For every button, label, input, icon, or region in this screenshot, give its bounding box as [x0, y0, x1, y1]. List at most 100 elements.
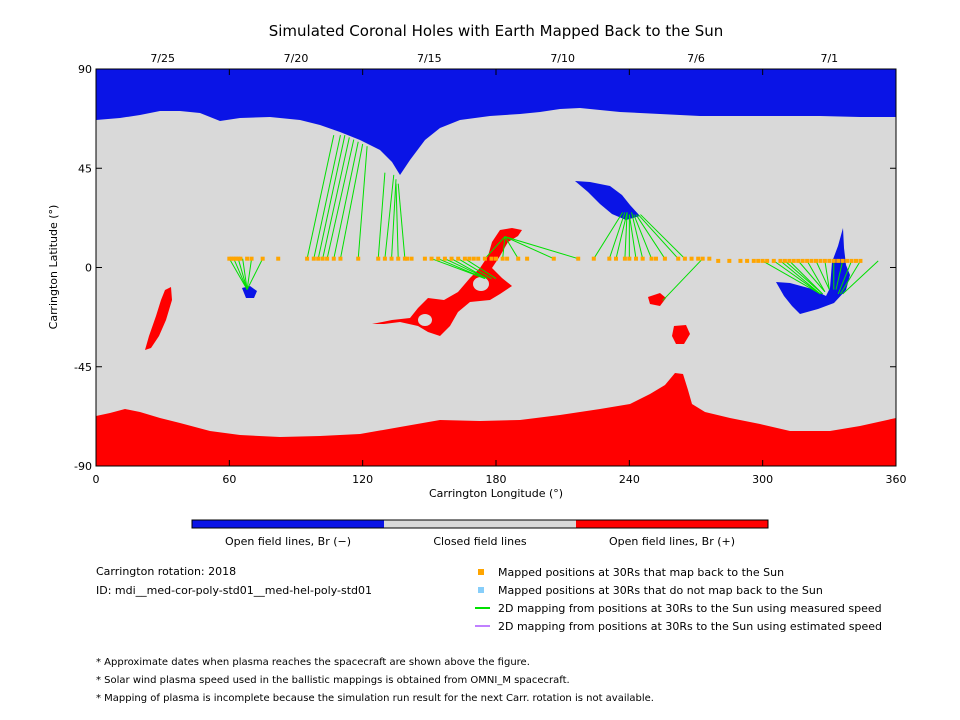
mapping-line — [624, 212, 628, 259]
mapped-point — [696, 256, 701, 261]
date-tick-label: 7/25 — [150, 52, 175, 65]
y-tick-label: 45 — [78, 162, 92, 175]
mapped-point — [814, 258, 818, 263]
mapping-line — [504, 236, 579, 260]
mapped-point — [760, 258, 765, 263]
colorbar-label-positive: Open field lines, Br (+) — [609, 535, 735, 548]
mapped-point — [316, 256, 321, 261]
mapping-line — [824, 260, 830, 290]
y-tick-label: -45 — [74, 361, 92, 374]
mapped-point — [849, 258, 854, 263]
date-tick-label: 7/1 — [820, 52, 838, 65]
mapped-point — [516, 256, 521, 261]
mapped-point — [845, 258, 850, 263]
mapped-point — [276, 256, 281, 261]
mapped-point — [727, 258, 732, 263]
mapped-point — [476, 256, 481, 261]
y-axis-ticks: 90 45 0 -45 -90 — [74, 63, 896, 473]
mapped-point — [836, 258, 841, 263]
positive-coronal-hole-4 — [672, 325, 690, 344]
mapped-point — [831, 258, 836, 263]
mapped-point — [405, 256, 410, 261]
mapped-point — [249, 256, 254, 261]
mapped-point — [591, 256, 596, 261]
south-polar-coronal-hole — [96, 373, 896, 466]
legend-item-unmapped: Mapped positions at 30Rs that do not map… — [498, 584, 823, 597]
mapped-point — [338, 256, 343, 261]
mapped-point — [805, 258, 810, 263]
mapped-point — [305, 256, 310, 261]
mapped-point — [707, 256, 712, 261]
colorbar-positive — [576, 520, 768, 528]
mapped-point — [607, 256, 612, 261]
colorbar-label-negative: Open field lines, Br (−) — [225, 535, 351, 548]
colorbar-closed — [384, 520, 576, 528]
mapping-line — [762, 260, 821, 295]
mapped-point — [682, 256, 687, 261]
legend-item-measured: 2D mapping from positions at 30Rs to the… — [498, 602, 882, 615]
mapped-point — [738, 258, 743, 263]
mapped-point — [627, 256, 632, 261]
mapped-point — [634, 256, 638, 261]
mapped-point — [467, 256, 472, 261]
legend-unmapped-marker — [478, 587, 484, 593]
mapped-point — [429, 256, 434, 261]
mapped-point — [396, 256, 401, 261]
mapping-line — [788, 260, 824, 295]
north-polar-coronal-hole — [96, 69, 896, 175]
mapped-point — [231, 256, 236, 261]
mapping-line — [246, 258, 264, 290]
mapped-point — [745, 258, 750, 263]
positive-coronal-hole-3 — [648, 293, 666, 306]
mapping-line — [464, 258, 497, 279]
mapped-point — [471, 256, 476, 261]
date-tick-label: 7/6 — [687, 52, 705, 65]
x-axis-label: Carrington Longitude (°) — [429, 487, 563, 500]
mapped-point — [356, 256, 361, 261]
mapped-point — [320, 256, 325, 261]
mapped-point — [614, 256, 618, 261]
mapped-points — [227, 256, 863, 263]
y-tick-label: 90 — [78, 63, 92, 76]
y-axis-label: Carrington Latitude (°) — [47, 205, 60, 330]
mapped-point — [462, 256, 467, 261]
mapping-line — [773, 260, 821, 295]
colorbar: Open field lines, Br (−) Closed field li… — [191, 519, 769, 548]
mapped-point — [818, 258, 823, 263]
mapped-point — [782, 258, 787, 263]
negative-coronal-hole-1 — [242, 286, 257, 298]
mapped-point — [389, 256, 394, 261]
mapping-line — [615, 212, 628, 259]
mapped-point — [234, 256, 238, 261]
mapping-line — [484, 236, 506, 260]
mapped-point — [796, 258, 801, 263]
mapping-line — [806, 260, 826, 293]
mapped-point — [649, 256, 654, 261]
mapped-point — [791, 258, 796, 263]
mapping-line — [640, 214, 686, 260]
mapped-point — [260, 256, 265, 261]
positive-coronal-hole-1 — [145, 287, 172, 350]
mapping-line — [333, 141, 359, 259]
mapped-point — [858, 258, 863, 263]
mapped-point — [640, 256, 645, 261]
note-1: * Approximate dates when plasma reaches … — [96, 657, 530, 668]
mapped-point — [854, 258, 858, 263]
y-tick-label: -90 — [74, 460, 92, 473]
mapped-point — [662, 256, 667, 261]
mapped-point — [376, 256, 381, 261]
y-tick-label: 0 — [85, 262, 92, 275]
chart-title: Simulated Coronal Holes with Earth Mappe… — [269, 22, 724, 40]
mapping-line — [504, 236, 519, 259]
mapping-line — [306, 135, 335, 259]
mapped-point — [800, 258, 805, 263]
mapped-point — [227, 256, 232, 261]
mapping-line — [391, 179, 397, 259]
mapping-line — [635, 214, 666, 259]
mapped-point — [840, 258, 845, 263]
mapping-line — [228, 258, 248, 290]
mapping-line — [815, 260, 830, 290]
mapping-line — [237, 258, 248, 290]
mapping-line — [233, 258, 248, 290]
